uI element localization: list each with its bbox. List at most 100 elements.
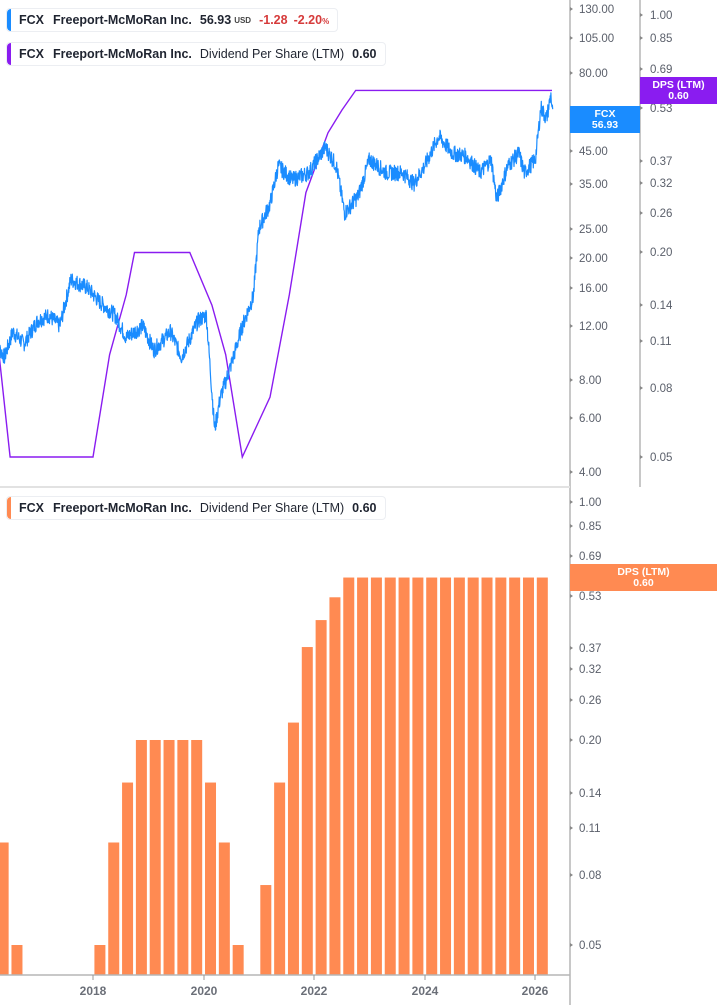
svg-text:0.11: 0.11 <box>650 336 672 348</box>
svg-text:35.00: 35.00 <box>579 179 608 191</box>
svg-text:2026: 2026 <box>522 984 549 998</box>
dps-bar <box>232 945 244 975</box>
tag-label: DPS (LTM) <box>652 78 705 91</box>
legend-metric: Dividend Per Share (LTM) <box>199 47 345 61</box>
dps-bar <box>315 620 327 975</box>
dps-bar <box>495 577 507 975</box>
dps-bar <box>163 739 175 975</box>
svg-text:20.00: 20.00 <box>579 253 608 265</box>
svg-text:2024: 2024 <box>412 984 439 998</box>
dps-bar <box>481 577 493 975</box>
dps-bar <box>191 739 203 975</box>
tag-label: DPS (LTM) <box>617 565 670 578</box>
dps-bar <box>205 782 217 975</box>
price-line-series <box>0 92 554 431</box>
legend-change-pct: -2.20% <box>293 13 330 27</box>
dps-top-axis-tag: DPS (LTM) 0.60 <box>640 77 717 104</box>
legend-value: 0.60 <box>352 501 377 515</box>
svg-text:16.00: 16.00 <box>579 283 608 295</box>
legend-ticker: FCX <box>19 13 44 27</box>
dps-bar <box>536 577 548 975</box>
dps-bar <box>384 577 396 975</box>
dps-bar <box>343 577 355 975</box>
svg-text:2020: 2020 <box>191 984 218 998</box>
svg-text:0.37: 0.37 <box>579 643 601 655</box>
dps-bar <box>370 577 382 975</box>
price-legend[interactable]: FCX Freeport-McMoRan Inc. 56.93 USD -1.2… <box>6 8 339 32</box>
dps-bar-series <box>0 577 548 975</box>
dps-bottom-axis-tag: DPS (LTM) 0.60 <box>570 564 717 591</box>
svg-text:1.00: 1.00 <box>579 497 601 509</box>
legend-value: 0.60 <box>352 47 377 61</box>
tag-label: FCX <box>594 107 616 120</box>
svg-text:0.20: 0.20 <box>650 247 672 259</box>
tag-value: 0.60 <box>668 89 689 102</box>
legend-currency: USD <box>234 15 252 25</box>
svg-text:0.08: 0.08 <box>579 870 601 882</box>
dps-bar <box>0 842 9 975</box>
dps-bar <box>357 577 369 975</box>
svg-text:0.32: 0.32 <box>579 664 601 676</box>
legend-price: 56.93 <box>199 13 232 27</box>
dps-top-legend[interactable]: FCX Freeport-McMoRan Inc. Dividend Per S… <box>6 42 386 66</box>
legend-company-name: Freeport-McMoRan Inc. <box>53 47 192 61</box>
svg-text:0.20: 0.20 <box>579 735 601 747</box>
svg-text:0.05: 0.05 <box>579 940 601 952</box>
dps-bar <box>467 577 479 975</box>
svg-text:45.00: 45.00 <box>579 146 608 158</box>
svg-text:0.85: 0.85 <box>579 521 601 533</box>
legend-ticker: FCX <box>19 47 44 61</box>
svg-text:0.85: 0.85 <box>650 33 672 45</box>
dps-bar <box>122 782 134 975</box>
svg-text:12.00: 12.00 <box>579 321 608 333</box>
dps-bar <box>398 577 410 975</box>
dps-bar <box>135 739 147 975</box>
dps-bar <box>274 782 286 975</box>
dps-bar <box>453 577 465 975</box>
dps-bar <box>260 885 272 975</box>
dps-bar <box>94 945 106 975</box>
svg-text:0.14: 0.14 <box>579 788 602 800</box>
dps-bar <box>301 647 313 975</box>
dps-bar <box>329 597 341 975</box>
dps-bar <box>509 577 521 975</box>
dps-bar <box>287 722 299 975</box>
svg-text:6.00: 6.00 <box>579 413 601 425</box>
axes: 130.00 105.00 80.00 45.00 35.00 25.00 20.00 16.… <box>0 0 673 1005</box>
svg-text:0.26: 0.26 <box>579 695 601 707</box>
tag-value: 0.60 <box>633 576 654 589</box>
svg-text:0.14: 0.14 <box>650 300 673 312</box>
dps-bar-series-color-swatch <box>7 497 11 519</box>
svg-text:2022: 2022 <box>301 984 328 998</box>
dps-bar <box>440 577 452 975</box>
svg-text:0.11: 0.11 <box>579 823 601 835</box>
legend-company-name: Freeport-McMoRan Inc. <box>53 13 192 27</box>
price-axis-tag: FCX 56.93 <box>570 106 640 133</box>
svg-text:25.00: 25.00 <box>579 224 608 236</box>
dps-bar <box>426 577 438 975</box>
dps-line-series <box>0 89 552 460</box>
svg-text:0.69: 0.69 <box>650 64 672 76</box>
legend-change: -1.28 <box>259 13 288 27</box>
dps-series-color-swatch <box>7 43 11 65</box>
svg-text:80.00: 80.00 <box>579 68 608 80</box>
svg-text:0.53: 0.53 <box>579 591 601 603</box>
legend-company-name: Freeport-McMoRan Inc. <box>53 501 192 515</box>
svg-text:0.05: 0.05 <box>650 452 672 464</box>
svg-text:0.08: 0.08 <box>650 383 672 395</box>
svg-text:4.00: 4.00 <box>579 467 601 479</box>
dps-bar <box>218 842 230 975</box>
dps-bar <box>149 739 161 975</box>
svg-text:105.00: 105.00 <box>579 33 614 45</box>
dps-bottom-legend[interactable]: FCX Freeport-McMoRan Inc. Dividend Per S… <box>6 496 386 520</box>
svg-text:8.00: 8.00 <box>579 375 601 387</box>
dps-bar <box>108 842 120 975</box>
svg-text:0.69: 0.69 <box>579 551 601 563</box>
svg-text:2018: 2018 <box>80 984 107 998</box>
dps-bar <box>11 945 23 975</box>
svg-text:0.32: 0.32 <box>650 178 672 190</box>
price-series-color-swatch <box>7 9 11 31</box>
svg-text:0.26: 0.26 <box>650 208 672 220</box>
dps-bar <box>522 577 534 975</box>
